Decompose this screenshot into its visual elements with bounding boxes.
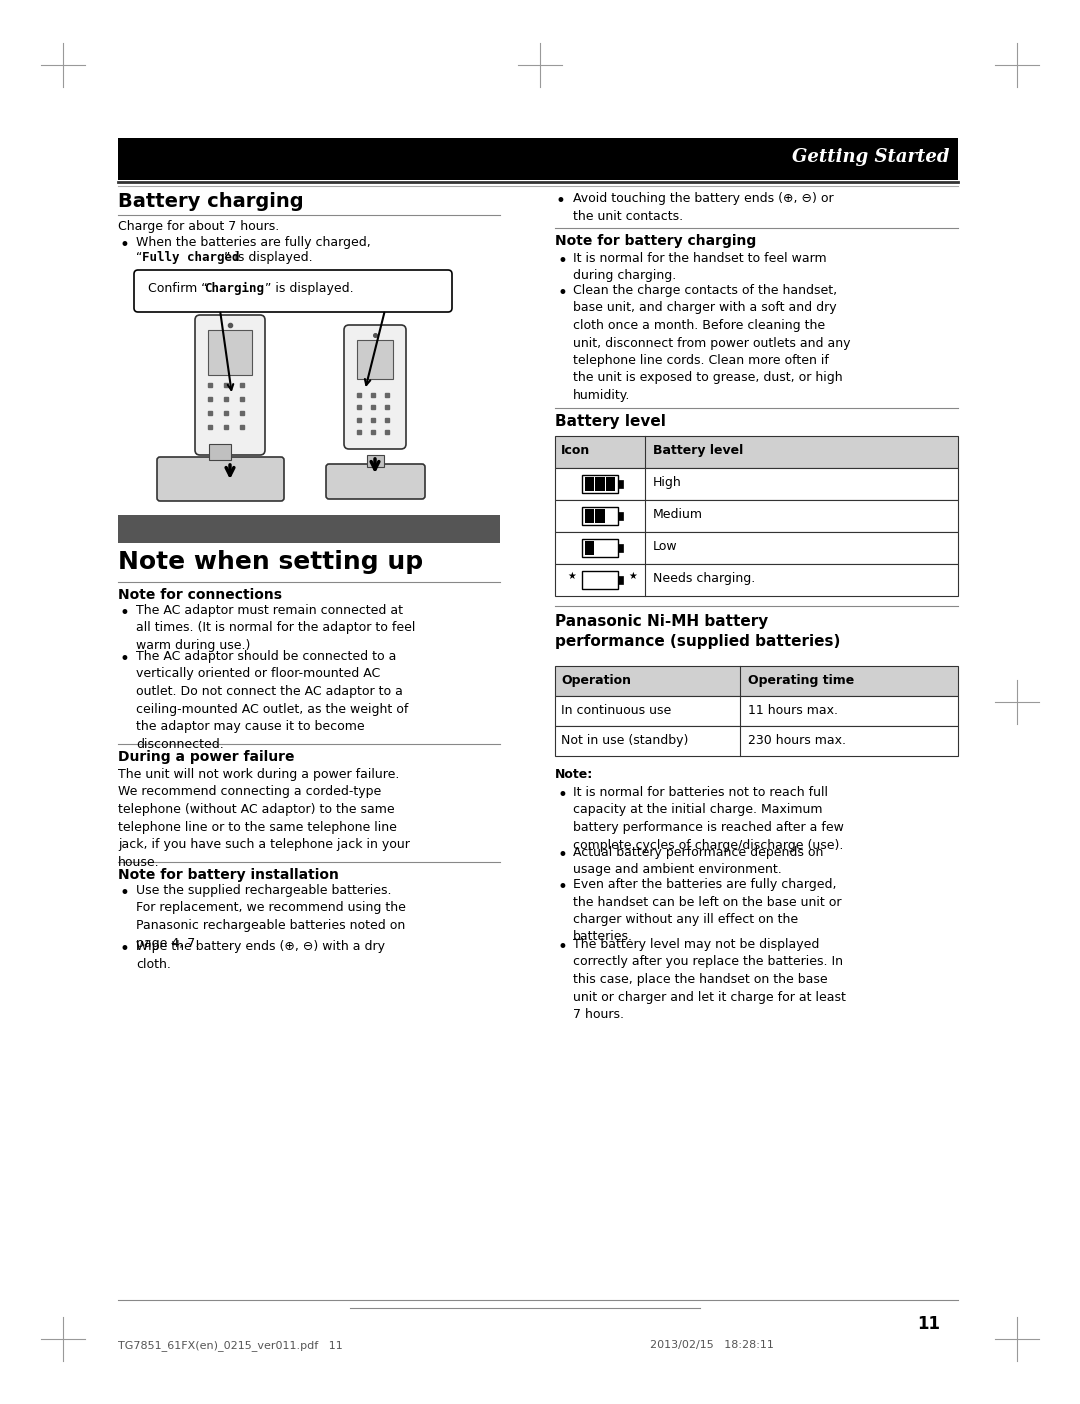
Bar [582, 539, 618, 557]
Text: When the batteries are fully charged,: When the batteries are fully charged, [136, 236, 370, 249]
Bar [618, 512, 623, 519]
Text: •: • [120, 604, 130, 622]
Text: Use the supplied rechargeable batteries.
For replacement, we recommend using the: Use the supplied rechargeable batteries.… [136, 885, 406, 949]
Bar [582, 475, 618, 493]
Bar [210, 444, 231, 461]
Text: •: • [120, 236, 130, 254]
Text: Battery level: Battery level [653, 444, 743, 456]
Bar [555, 500, 958, 532]
Text: Note for battery charging: Note for battery charging [555, 234, 756, 249]
Text: Wipe the battery ends (⊕, ⊖) with a dry
cloth.: Wipe the battery ends (⊕, ⊖) with a dry … [136, 941, 384, 970]
Text: •: • [120, 941, 130, 958]
Bar [555, 696, 958, 726]
Text: Battery level: Battery level [555, 414, 666, 430]
Text: The unit will not work during a power failure.
We recommend connecting a corded-: The unit will not work during a power fa… [118, 768, 410, 869]
Text: ★: ★ [629, 571, 637, 581]
Bar [618, 480, 623, 489]
Text: High: High [653, 476, 681, 489]
Text: •: • [555, 192, 565, 211]
Text: Even after the batteries are fully charged,
the handset can be left on the base : Even after the batteries are fully charg… [573, 878, 841, 943]
Text: Actual battery performance depends on
usage and ambient environment.: Actual battery performance depends on us… [573, 847, 823, 876]
Text: Battery charging: Battery charging [118, 192, 303, 211]
Bar [582, 507, 618, 525]
Bar [618, 543, 623, 552]
Text: Operation: Operation [561, 674, 631, 687]
Text: ” is displayed.: ” is displayed. [224, 251, 312, 264]
Bar [582, 571, 618, 590]
Bar [367, 455, 384, 468]
Text: Operating time: Operating time [748, 674, 854, 687]
Text: Medium: Medium [653, 508, 703, 521]
Text: ★: ★ [568, 571, 577, 581]
Text: Note for connections: Note for connections [118, 588, 282, 602]
Text: ” is displayed.: ” is displayed. [265, 282, 353, 295]
Text: •: • [120, 650, 130, 668]
Text: During a power failure: During a power failure [118, 750, 295, 764]
Text: •: • [557, 938, 567, 956]
Bar [118, 138, 958, 180]
Text: Getting Started: Getting Started [793, 147, 950, 166]
FancyBboxPatch shape [195, 314, 265, 455]
Text: •: • [120, 885, 130, 901]
Text: •: • [557, 284, 567, 302]
Text: The AC adaptor should be connected to a
vertically oriented or floor-mounted AC
: The AC adaptor should be connected to a … [136, 650, 408, 751]
FancyBboxPatch shape [326, 463, 426, 498]
Bar [606, 477, 615, 491]
Bar [555, 437, 958, 468]
FancyBboxPatch shape [157, 456, 284, 501]
Text: Note for battery installation: Note for battery installation [118, 868, 339, 882]
Bar [585, 541, 594, 555]
Text: Note:: Note: [555, 768, 593, 781]
Text: The battery level may not be displayed
correctly after you replace the batteries: The battery level may not be displayed c… [573, 938, 846, 1021]
Bar [555, 564, 958, 597]
Bar [357, 340, 393, 379]
Bar [118, 515, 500, 543]
Text: Needs charging.: Needs charging. [653, 571, 755, 585]
Bar [585, 510, 594, 524]
Text: 11 hours max.: 11 hours max. [748, 703, 838, 717]
Text: Charging: Charging [204, 282, 264, 295]
Text: It is normal for the handset to feel warm
during charging.: It is normal for the handset to feel war… [573, 251, 826, 282]
Text: TG7851_61FX(en)_0215_ver011.pdf   11: TG7851_61FX(en)_0215_ver011.pdf 11 [118, 1339, 342, 1351]
FancyBboxPatch shape [134, 270, 453, 312]
Text: 2013/02/15   18:28:11: 2013/02/15 18:28:11 [650, 1339, 774, 1351]
Bar [555, 726, 958, 755]
Text: Note when setting up: Note when setting up [118, 550, 423, 574]
Text: Charge for about 7 hours.: Charge for about 7 hours. [118, 220, 280, 233]
Text: “: “ [136, 251, 143, 264]
Bar [595, 477, 605, 491]
Text: Panasonic Ni-MH battery
performance (supplied batteries): Panasonic Ni-MH battery performance (sup… [555, 614, 840, 649]
Text: •: • [557, 786, 567, 804]
Text: In continuous use: In continuous use [561, 703, 672, 717]
Bar [585, 477, 594, 491]
Text: Fully charged: Fully charged [141, 251, 240, 264]
Text: Low: Low [653, 541, 677, 553]
Text: Avoid touching the battery ends (⊕, ⊖) or
the unit contacts.: Avoid touching the battery ends (⊕, ⊖) o… [573, 192, 834, 222]
Text: •: • [557, 878, 567, 896]
Text: 11: 11 [917, 1316, 940, 1332]
Bar [555, 532, 958, 564]
Text: Clean the charge contacts of the handset,
base unit, and charger with a soft and: Clean the charge contacts of the handset… [573, 284, 851, 402]
Bar [618, 576, 623, 584]
Text: The AC adaptor must remain connected at
all times. (It is normal for the adaptor: The AC adaptor must remain connected at … [136, 604, 416, 651]
Bar [208, 330, 252, 375]
Text: It is normal for batteries not to reach full
capacity at the initial charge. Max: It is normal for batteries not to reach … [573, 786, 843, 851]
Text: Not in use (standby): Not in use (standby) [561, 734, 688, 747]
Text: Confirm “: Confirm “ [148, 282, 207, 295]
Text: •: • [557, 251, 567, 270]
Text: 230 hours max.: 230 hours max. [748, 734, 846, 747]
Text: Icon: Icon [561, 444, 591, 456]
Bar [595, 510, 605, 524]
FancyBboxPatch shape [345, 324, 406, 449]
Text: •: • [557, 847, 567, 863]
Bar [555, 665, 958, 696]
Bar [555, 468, 958, 500]
